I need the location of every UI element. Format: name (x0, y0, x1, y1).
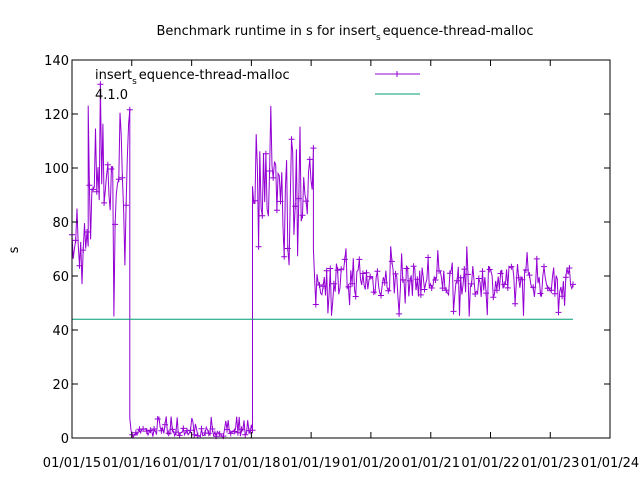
y-tick-label: 100 (44, 162, 69, 177)
x-tick-label: 01/01/24 (581, 456, 639, 471)
x-tick-label: 01/01/18 (222, 456, 280, 471)
x-tick-label: 01/01/17 (162, 456, 220, 471)
chart-title: Benchmark runtime in s for inserts equenc… (157, 24, 534, 43)
y-tick-label: 20 (52, 378, 69, 393)
legend-label-series-1: inserts equence-thread-malloc (95, 68, 290, 87)
x-tick-label: 01/01/19 (282, 456, 340, 471)
legend-marker-series-1 (394, 71, 400, 77)
y-axis-label: s (7, 246, 22, 253)
legend-label-series-2: 4.1.0 (95, 88, 128, 103)
y-tick-label: 60 (52, 270, 69, 285)
series-1-markers (69, 81, 576, 440)
series-layer (69, 81, 576, 440)
plot-border (71, 59, 611, 439)
y-tick-label: 40 (52, 324, 69, 339)
series-1-line (71, 84, 574, 439)
x-tick-label: 01/01/22 (461, 456, 519, 471)
y-tick-label: 120 (44, 108, 69, 123)
x-tick-label: 01/01/16 (103, 456, 161, 471)
y-tick-label: 0 (61, 432, 69, 447)
x-tick-label: 01/01/15 (43, 456, 101, 471)
y-tick-label: 140 (44, 54, 69, 69)
y-tick-label: 80 (52, 216, 69, 231)
x-tick-label: 01/01/21 (402, 456, 460, 471)
x-tick-label: 01/01/20 (342, 456, 400, 471)
legend: inserts equence-thread-malloc 4.1.0 (95, 68, 420, 103)
x-tick-label: 01/01/23 (521, 456, 579, 471)
